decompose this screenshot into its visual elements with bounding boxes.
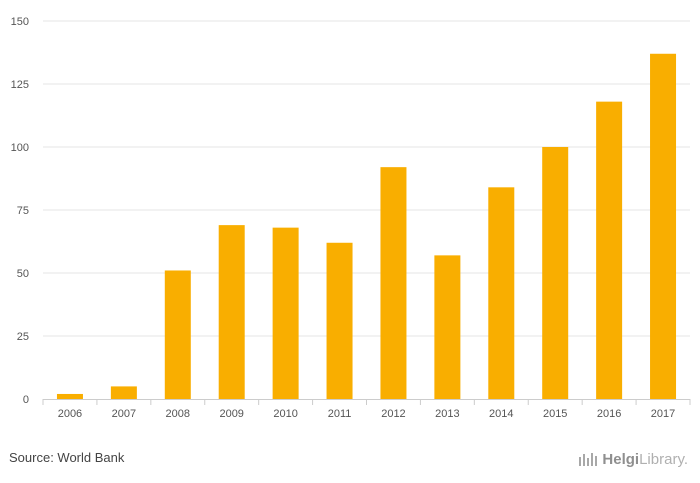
y-tick-label: 150 bbox=[11, 16, 29, 28]
bar-2014 bbox=[488, 187, 515, 399]
bar-2013 bbox=[434, 255, 461, 399]
bar-2010 bbox=[272, 227, 299, 399]
bar-2009 bbox=[218, 225, 245, 399]
bar-2012 bbox=[380, 167, 407, 399]
y-axis-ticks: 0 25 50 75 100 125 150 bbox=[11, 16, 29, 406]
brand-logo: HelgiLibrary. bbox=[578, 449, 688, 469]
x-tick-label: 2009 bbox=[219, 408, 243, 420]
x-tick-label: 2014 bbox=[489, 408, 513, 420]
x-tick-label: 2007 bbox=[112, 408, 136, 420]
helgi-library-logo-icon bbox=[579, 453, 598, 466]
x-tick-label: 2015 bbox=[543, 408, 567, 420]
x-tick-label: 2017 bbox=[651, 408, 675, 420]
x-tick-label: 2006 bbox=[58, 408, 82, 420]
x-tick-label: 2011 bbox=[328, 408, 352, 420]
source-note: Source: World Bank bbox=[9, 450, 125, 465]
x-tick-label: 2016 bbox=[597, 408, 621, 420]
x-tick-label: 2010 bbox=[273, 408, 297, 420]
x-axis-ticks: 2006 2007 2008 2009 2010 2011 2012 2013 2014 2015… bbox=[58, 408, 676, 420]
x-tick-label: 2013 bbox=[435, 408, 459, 420]
x-tick-label: 2008 bbox=[166, 408, 190, 420]
y-tick-label: 100 bbox=[11, 142, 29, 154]
bar-chart: 0 25 50 75 100 125 150 2006 2007 2008 2009 2010 201… bbox=[11, 16, 691, 420]
bar-2016 bbox=[596, 101, 623, 399]
y-tick-label: 125 bbox=[11, 79, 29, 91]
bar-2017 bbox=[650, 53, 677, 399]
y-tick-label: 50 bbox=[17, 268, 29, 280]
y-tick-label: 25 bbox=[17, 331, 29, 343]
y-tick-label: 0 bbox=[23, 394, 29, 406]
bar-2007 bbox=[110, 386, 137, 399]
bar-2011 bbox=[326, 242, 353, 399]
brand-name-part1: Helgi bbox=[602, 450, 640, 468]
y-tick-label: 75 bbox=[17, 205, 29, 217]
x-axis bbox=[42, 399, 691, 405]
bars bbox=[56, 53, 677, 399]
x-tick-label: 2012 bbox=[381, 408, 405, 420]
bar-2008 bbox=[164, 270, 191, 399]
bar-2006 bbox=[56, 393, 83, 399]
bar-2015 bbox=[542, 147, 569, 399]
gridlines bbox=[43, 20, 690, 337]
brand-name-part2: Library. bbox=[639, 450, 688, 468]
